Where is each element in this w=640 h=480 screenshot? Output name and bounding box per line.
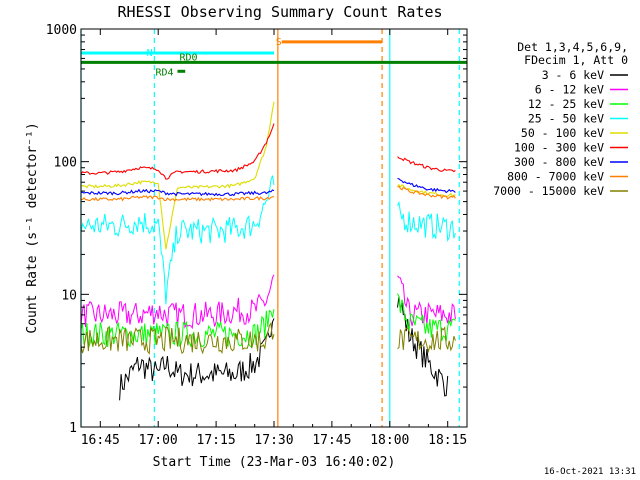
y-axis-ticks: 1 10 100 1000 xyxy=(46,23,467,436)
series-line-800-7000kev-seg0 xyxy=(81,195,275,202)
series-line-25-50kev-seg0 xyxy=(81,175,275,305)
x-tick-label-6: 18:15 xyxy=(428,433,467,448)
legend-label-8: 7000 - 15000 keV xyxy=(493,184,604,198)
annotation-label-rd0: RD0 xyxy=(180,52,198,63)
legend-label-1: 6 - 12 keV xyxy=(535,83,604,97)
legend-label-4: 50 - 100 keV xyxy=(521,126,604,140)
series-line-6-12kev-seg1 xyxy=(397,275,456,327)
series-line-3-6kev-seg1 xyxy=(397,296,449,397)
legend-label-7: 800 - 7000 keV xyxy=(507,170,604,184)
series-lines xyxy=(81,101,456,401)
y-tick-label-1: 10 xyxy=(61,288,77,303)
plot-area: N S RD0 RD4 xyxy=(80,29,467,427)
series-line-100-300kev-seg0 xyxy=(81,123,275,180)
legend: Det 1,3,4,5,6,9, FDecim 1, Att 0 3 - 6 k… xyxy=(493,40,628,198)
legend-label-3: 25 - 50 keV xyxy=(528,112,604,126)
series-line-3-6kev-seg0 xyxy=(119,318,275,401)
y-tick-label-3: 1000 xyxy=(46,23,77,38)
legend-label-5: 100 - 300 keV xyxy=(514,141,604,155)
legend-header-line-1: Det 1,3,4,5,6,9, xyxy=(517,40,628,54)
annotation-label-n: N xyxy=(147,48,153,59)
series-line-800-7000kev-seg1 xyxy=(397,185,456,200)
legend-header-line-2: FDecim 1, Att 0 xyxy=(524,53,628,67)
series-line-300-800kev-seg0 xyxy=(81,188,275,197)
y-axis-label: Count Rate (s⁻¹ detector⁻¹) xyxy=(25,122,40,333)
y-tick-label-2: 100 xyxy=(54,156,77,171)
legend-label-6: 300 - 800 keV xyxy=(514,155,604,169)
x-axis-label: Start Time (23-Mar-03 16:40:02) xyxy=(153,455,396,470)
x-tick-label-3: 17:30 xyxy=(254,433,293,448)
x-tick-label-5: 18:00 xyxy=(370,433,409,448)
series-line-100-300kev-seg1 xyxy=(397,156,456,173)
x-axis-ticks: 16:45 17:00 17:15 17:30 17:45 18:00 18:15 xyxy=(81,29,467,448)
annotation-label-rd4: RD4 xyxy=(155,67,173,78)
annotation-bars: N S RD0 RD4 xyxy=(81,37,467,78)
x-tick-label-1: 17:00 xyxy=(139,433,178,448)
series-line-300-800kev-seg1 xyxy=(397,177,456,194)
footer-date: 16-Oct-2021 13:31 xyxy=(544,467,636,477)
chart-title: RHESSI Observing Summary Count Rates xyxy=(117,3,442,21)
series-line-25-50kev-seg1 xyxy=(397,200,456,243)
series-line-7000-15000kev-seg1 xyxy=(397,326,456,354)
series-line-50-100kev-seg0 xyxy=(81,101,275,250)
annotation-label-s: S xyxy=(276,37,282,48)
y-tick-label-0: 1 xyxy=(69,421,77,436)
legend-label-0: 3 - 6 keV xyxy=(542,68,604,82)
x-tick-label-0: 16:45 xyxy=(81,433,120,448)
legend-label-2: 12 - 25 keV xyxy=(528,97,604,111)
x-tick-label-4: 17:45 xyxy=(312,433,351,448)
x-tick-label-2: 17:15 xyxy=(197,433,236,448)
series-line-7000-15000kev-seg0 xyxy=(81,321,275,355)
